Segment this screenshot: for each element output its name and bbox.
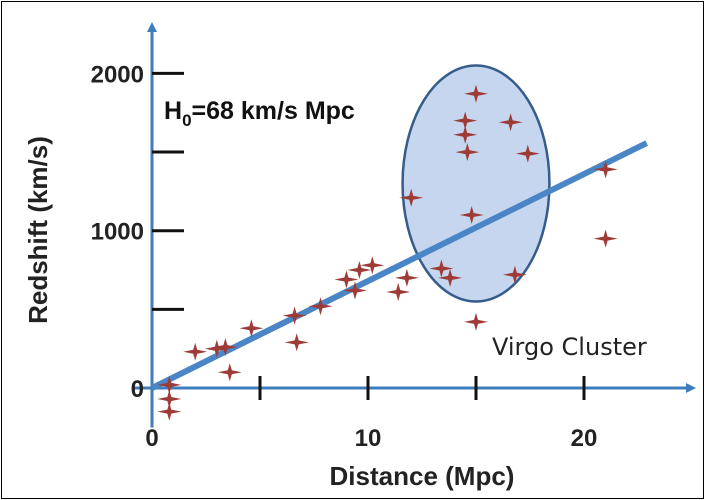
- galaxy-data-point: [183, 342, 208, 361]
- galaxy-data-point: [343, 281, 367, 300]
- galaxy-data-point: [308, 297, 333, 316]
- x-tick-label: 10: [355, 425, 382, 452]
- galaxy-data-point: [593, 160, 618, 179]
- galaxy-data-point: [459, 206, 484, 224]
- galaxy-data-point: [394, 268, 419, 287]
- galaxy-data-point: [399, 188, 424, 207]
- galaxy-data-point: [502, 265, 527, 284]
- galaxy-data-point: [204, 339, 229, 358]
- galaxy-data-point: [455, 143, 480, 162]
- galaxy-data-point: [453, 111, 478, 130]
- galaxy-data-point: [217, 363, 242, 382]
- galaxy-data-point: [157, 390, 182, 408]
- x-tick-label: 0: [145, 425, 158, 452]
- hubble-constant-label: H0=68 km/s Mpc: [164, 97, 355, 130]
- galaxy-data-point: [239, 319, 264, 338]
- virgo-cluster-label: Virgo Cluster: [492, 333, 647, 361]
- galaxy-data-point: [157, 402, 182, 421]
- galaxy-data-point: [284, 333, 309, 352]
- galaxy-data-point: [347, 261, 372, 279]
- galaxy-data-point: [429, 259, 454, 278]
- galaxy-data-point: [386, 283, 411, 301]
- galaxy-data-point: [438, 268, 463, 287]
- galaxy-data-point: [453, 125, 478, 144]
- galaxy-data-point: [464, 84, 488, 103]
- y-tick-label: 2000: [91, 61, 144, 88]
- galaxy-data-point: [360, 256, 385, 275]
- y-axis-title: Redshift (km/s): [23, 136, 53, 324]
- galaxy-data-point: [515, 144, 540, 163]
- y-tick-label: 1000: [91, 219, 144, 246]
- galaxy-data-point: [282, 306, 307, 325]
- galaxy-data-point: [334, 270, 359, 289]
- galaxy-data-point: [213, 338, 238, 357]
- galaxy-data-point: [464, 312, 488, 331]
- galaxy-data-point: [498, 113, 523, 132]
- galaxy-data-point: [593, 229, 618, 248]
- galaxy-data-point: [157, 375, 182, 394]
- y-tick-label: 0: [131, 376, 144, 403]
- x-axis-title: Distance (Mpc): [330, 461, 515, 491]
- x-tick-label: 20: [571, 425, 598, 452]
